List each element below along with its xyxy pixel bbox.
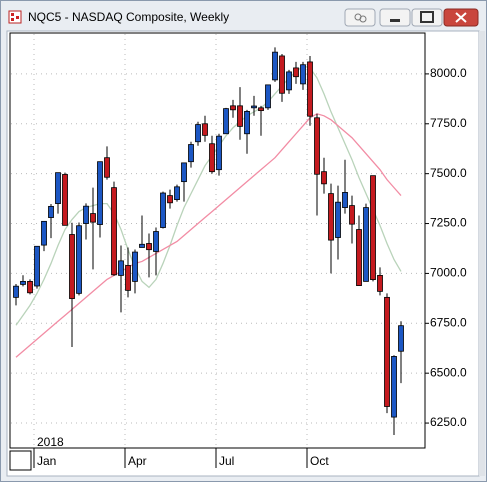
scroll-strip — [479, 31, 485, 476]
candle-body — [363, 207, 369, 282]
candle-body — [174, 186, 180, 200]
candle-body — [111, 187, 117, 276]
candle-body — [223, 108, 229, 135]
candle-body — [125, 265, 131, 291]
window-title: NQC5 - NASDAQ Composite, Weekly — [28, 10, 229, 24]
candle-body — [167, 195, 173, 204]
y-tick-label: 7750.0 — [430, 116, 467, 130]
candle-body — [34, 245, 40, 287]
candle-body — [216, 135, 222, 171]
candle-body — [328, 193, 334, 241]
candle-body — [391, 356, 397, 418]
candle-body — [55, 172, 61, 204]
candle-body — [202, 123, 208, 136]
candle-body — [272, 51, 278, 81]
candle-body — [237, 105, 243, 127]
moving-average-line — [15, 113, 402, 358]
candle-body — [377, 275, 383, 292]
candle-body — [279, 55, 285, 94]
candle-body — [132, 251, 138, 282]
candle-body — [398, 325, 404, 352]
candle-body — [104, 157, 110, 178]
candle-body — [300, 64, 306, 85]
x-tick-label: Jul — [219, 454, 234, 468]
x-tick-label: Jan — [37, 454, 56, 468]
y-tick-label: 6750.0 — [430, 315, 467, 329]
candle-body — [83, 205, 89, 224]
candle-body — [118, 260, 124, 276]
y-tick-label: 8000.0 — [430, 66, 467, 80]
y-tick-label: 7250.0 — [430, 216, 467, 230]
candle-body — [258, 107, 264, 112]
candle-body — [48, 205, 54, 218]
candle-body — [76, 225, 82, 294]
candle-body — [356, 229, 362, 286]
candle-body — [230, 105, 236, 111]
candle-body — [181, 162, 187, 183]
candle-body — [244, 111, 250, 135]
candle-body — [265, 84, 271, 109]
candle-body — [62, 174, 68, 226]
candle-body — [251, 105, 257, 109]
candle-body — [188, 144, 194, 163]
candle-body — [349, 205, 355, 225]
candle-body — [13, 285, 19, 298]
year-label: 2018 — [37, 435, 64, 449]
candle-body — [335, 201, 341, 238]
candle-body — [41, 220, 47, 246]
candle-body — [307, 61, 313, 117]
candle-body — [146, 243, 152, 251]
candle-body — [195, 124, 201, 143]
y-tick-label: 6500.0 — [430, 365, 467, 379]
maximize-button[interactable] — [411, 8, 443, 27]
x-tick-label: Apr — [128, 454, 147, 468]
close-button[interactable] — [443, 8, 479, 27]
candle-body — [139, 243, 145, 248]
candle-body — [370, 175, 376, 281]
candle-body — [209, 143, 215, 173]
y-tick-label: 7000.0 — [430, 266, 467, 280]
candle-body — [321, 171, 327, 185]
candle-body — [69, 234, 75, 299]
candle-body — [20, 281, 26, 285]
y-tick-label: 7500.0 — [430, 166, 467, 180]
link-button[interactable] — [344, 8, 376, 27]
candle-body — [153, 231, 159, 252]
candle-body — [27, 281, 33, 294]
app-icon — [8, 10, 22, 24]
candle-body — [342, 192, 348, 208]
candle-body — [314, 117, 320, 175]
candle-body — [384, 296, 390, 407]
y-tick-label: 6250.0 — [430, 415, 467, 429]
candle-body — [90, 213, 96, 223]
x-tick-label: Oct — [310, 454, 329, 468]
candle-body — [160, 192, 166, 228]
minimize-button[interactable] — [379, 8, 411, 27]
candle-body — [286, 71, 292, 91]
candle-body — [97, 161, 103, 225]
plot: 6250.0 6500.0 6750.0 7000.0 7250.0 7500.0 7750… — [11, 34, 467, 468]
candle-body — [293, 67, 299, 78]
corner-box — [9, 450, 32, 471]
